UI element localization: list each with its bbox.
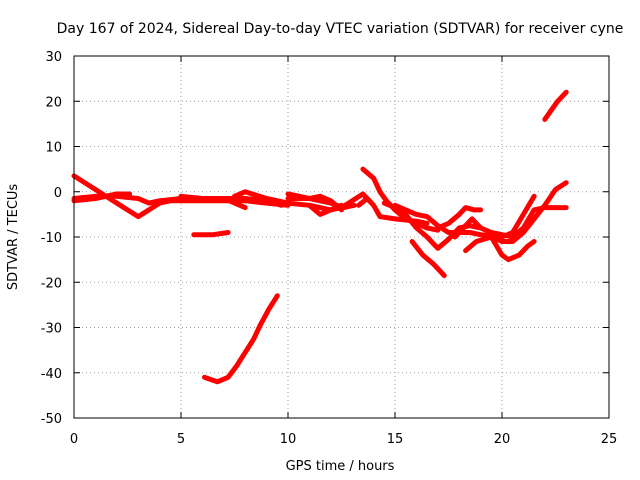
x-tick-label: 25 bbox=[601, 432, 618, 447]
series-line-s17 bbox=[488, 180, 569, 244]
y-tick-label: 0 bbox=[54, 186, 62, 201]
x-tick-label: 15 bbox=[387, 432, 404, 447]
series-line-s20 bbox=[202, 293, 280, 385]
y-axis-label: SDTVAR / TECUs bbox=[6, 184, 21, 291]
y-tick-label: -20 bbox=[41, 276, 62, 291]
y-tick-label: -40 bbox=[41, 367, 62, 382]
x-tick-label: 20 bbox=[494, 432, 511, 447]
y-tick-label: -50 bbox=[41, 412, 62, 427]
y-tick-label: 30 bbox=[45, 50, 62, 65]
y-tick-label: -10 bbox=[41, 231, 62, 246]
y-tick-label: 10 bbox=[45, 141, 62, 156]
series-line-s10 bbox=[356, 196, 430, 226]
series-layer bbox=[71, 89, 569, 385]
y-tick-label: 20 bbox=[45, 95, 62, 110]
series-line-s14 bbox=[435, 205, 484, 231]
series-line-s3 bbox=[71, 191, 133, 204]
x-tick-label: 0 bbox=[70, 432, 78, 447]
series-line-s18 bbox=[542, 89, 569, 122]
x-tick-label: 10 bbox=[280, 432, 297, 447]
chart-title: Day 167 of 2024, Sidereal Day-to-day VTE… bbox=[57, 21, 624, 37]
series-line-s16 bbox=[463, 234, 537, 263]
grid bbox=[74, 56, 609, 418]
series-line-s12 bbox=[392, 193, 537, 240]
axes: 0 5 10 15 20 25 -50 -40 -30 -20 -10 0 10 20 30 bbox=[41, 50, 618, 447]
series-line-s8 bbox=[306, 202, 344, 217]
series-line-s13 bbox=[409, 239, 447, 278]
series-line-s5 bbox=[232, 189, 372, 213]
series-line-s11 bbox=[381, 200, 569, 251]
series-line-s4 bbox=[178, 193, 248, 211]
x-tick-label: 5 bbox=[177, 432, 185, 447]
x-axis-label: GPS time / hours bbox=[286, 459, 395, 474]
series-line-s19 bbox=[191, 230, 231, 238]
y-tick-label: -30 bbox=[41, 322, 62, 337]
series-line-s15 bbox=[452, 216, 484, 240]
series-line-s7 bbox=[285, 196, 357, 211]
